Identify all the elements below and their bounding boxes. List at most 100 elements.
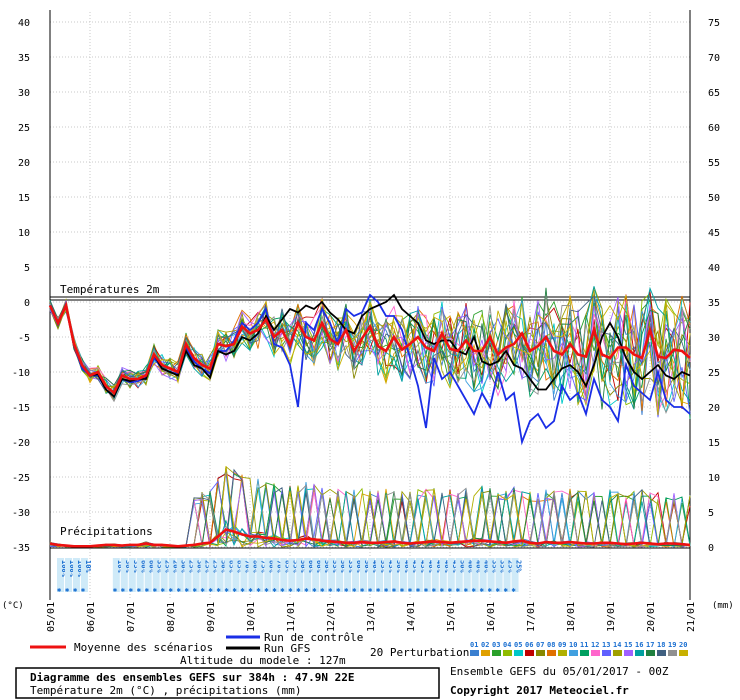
- snow-cell: [455, 558, 463, 592]
- left-tick-label: -25: [12, 473, 30, 484]
- perturbation-id: 04: [503, 641, 511, 649]
- snow-cell: [328, 558, 336, 592]
- precip-section-label: Précipitations: [60, 525, 153, 538]
- snow-cell: [280, 558, 288, 592]
- snowflake-icon: ✱: [472, 586, 477, 594]
- snowflake-icon: ✱: [296, 586, 301, 594]
- snow-percent-label: 60%: [315, 560, 323, 573]
- snow-cell: [192, 558, 200, 592]
- chart-subtitle: Température 2m (°C) , précipitations (mm…: [30, 684, 302, 697]
- snow-cell: [415, 558, 423, 592]
- temp-series-line: [48, 301, 691, 396]
- snowflake-icon: ✱: [145, 586, 150, 594]
- right-tick-label: 70: [708, 53, 720, 64]
- snowflake-icon: ✱: [193, 586, 198, 594]
- perturbation-id: 08: [547, 641, 555, 649]
- perturbation-swatch: [635, 650, 644, 656]
- copyright: Copyright 2017 Meteociel.fr: [450, 684, 629, 697]
- perturbation-id: 19: [668, 641, 676, 649]
- snow-cell: [463, 558, 471, 592]
- snow-cell: [383, 558, 391, 592]
- snow-cell: [160, 558, 168, 592]
- perturbation-swatch: [602, 650, 611, 656]
- snow-percent-label: 50%: [363, 560, 371, 573]
- snowflake-icon: ✱: [440, 586, 445, 594]
- perturbation-line: [49, 291, 691, 409]
- perturbation-line: [49, 296, 691, 399]
- perturbation-swatch: [536, 650, 545, 656]
- snow-cell: [399, 558, 407, 592]
- snow-cell: [495, 558, 503, 592]
- snow-cell: [216, 558, 224, 592]
- snowflake-icon: ✱: [224, 586, 229, 594]
- snow-percent-label: 10%: [84, 560, 92, 573]
- snow-percent-label: 45%: [387, 560, 395, 573]
- snowflake-icon: ✱: [201, 586, 206, 594]
- snowflake-icon: ✱: [312, 586, 317, 594]
- snowflake-icon: ✱: [209, 586, 214, 594]
- snow-cell: [80, 558, 88, 592]
- snow-cell: [431, 558, 439, 592]
- snowflake-icon: ✱: [113, 586, 118, 594]
- snowflake-icon: ✱: [65, 586, 70, 594]
- perturbation-swatch: [525, 650, 534, 656]
- snowflake-icon: ✱: [153, 586, 158, 594]
- snowflake-icon: ✱: [368, 586, 373, 594]
- snow-percent-label: 50%: [395, 560, 403, 573]
- right-tick-label: 45: [708, 228, 720, 239]
- control-legend-label: Run de contrôle: [264, 631, 363, 644]
- left-axis-unit: (°C): [2, 601, 24, 611]
- snow-cell: [264, 558, 272, 592]
- date-label: 17/01: [526, 602, 537, 632]
- snowflake-icon: ✱: [272, 586, 277, 594]
- perturbation-id: 17: [646, 641, 654, 649]
- snow-cell: [64, 558, 72, 592]
- snow-cell: [352, 558, 360, 592]
- snowflake-icon: ✱: [129, 586, 134, 594]
- snow-cell: [112, 558, 120, 592]
- snowflake-icon: ✱: [456, 586, 461, 594]
- date-label: 06/01: [86, 602, 97, 632]
- snow-percent-label: 40%: [371, 560, 379, 573]
- title-box: [15, 667, 440, 699]
- snow-percent-label: 25%: [204, 560, 212, 573]
- snow-cell: [487, 558, 495, 592]
- perturbation-swatch: [569, 650, 578, 656]
- snowflake-icon: ✱: [248, 586, 253, 594]
- snow-cell: [447, 558, 455, 592]
- right-tick-label: 10: [708, 473, 720, 484]
- snowflake-icon: ✱: [161, 586, 166, 594]
- snowflake-icon: ✱: [416, 586, 421, 594]
- snow-cell: [248, 558, 256, 592]
- snow-percent-label: 100%: [60, 560, 68, 578]
- snow-percent-label: 10%: [116, 560, 124, 573]
- snowflake-icon: ✱: [488, 586, 493, 594]
- mean-legend-label: Moyenne des scénarios: [74, 641, 213, 654]
- temp-series-line: [49, 293, 691, 446]
- snow-cell: [391, 558, 399, 592]
- snow-percent-label: 50%: [339, 560, 347, 573]
- perturbation-swatch: [679, 650, 688, 656]
- left-tick-label: -35: [12, 543, 30, 554]
- date-label: 12/01: [326, 602, 337, 632]
- perturbation-swatch: [591, 650, 600, 656]
- perturbation-swatch: [657, 650, 666, 656]
- snow-percent-label: 35%: [132, 560, 140, 573]
- right-tick-label: 60: [708, 123, 720, 134]
- date-label: 07/01: [126, 602, 137, 632]
- right-tick-label: 30: [708, 333, 720, 344]
- perturbation-id: 05: [514, 641, 522, 649]
- snow-percent-label: 25%: [507, 560, 515, 573]
- precip-mean-line: [49, 528, 691, 548]
- snow-percent-label: 45%: [411, 560, 419, 573]
- snow-percent-label: 100%: [76, 560, 84, 578]
- snowflake-icon: ✱: [137, 586, 142, 594]
- snow-cell: [368, 558, 376, 592]
- snow-percent-row: 100% ✱ 100% ✱ 100% ✱ 10% ✱ 10% ✱ 30% ✱ 35% ✱ 60% ✱ 60% ✱ 3…: [57, 558, 523, 594]
- date-label: 18/01: [566, 602, 577, 632]
- perturbation-swatch: [624, 650, 633, 656]
- perturbation-id: 20: [679, 641, 687, 649]
- perturbation-id: 13: [602, 641, 610, 649]
- temp-section-label: Températures 2m: [60, 283, 160, 296]
- snow-percent-label: 40%: [467, 560, 475, 573]
